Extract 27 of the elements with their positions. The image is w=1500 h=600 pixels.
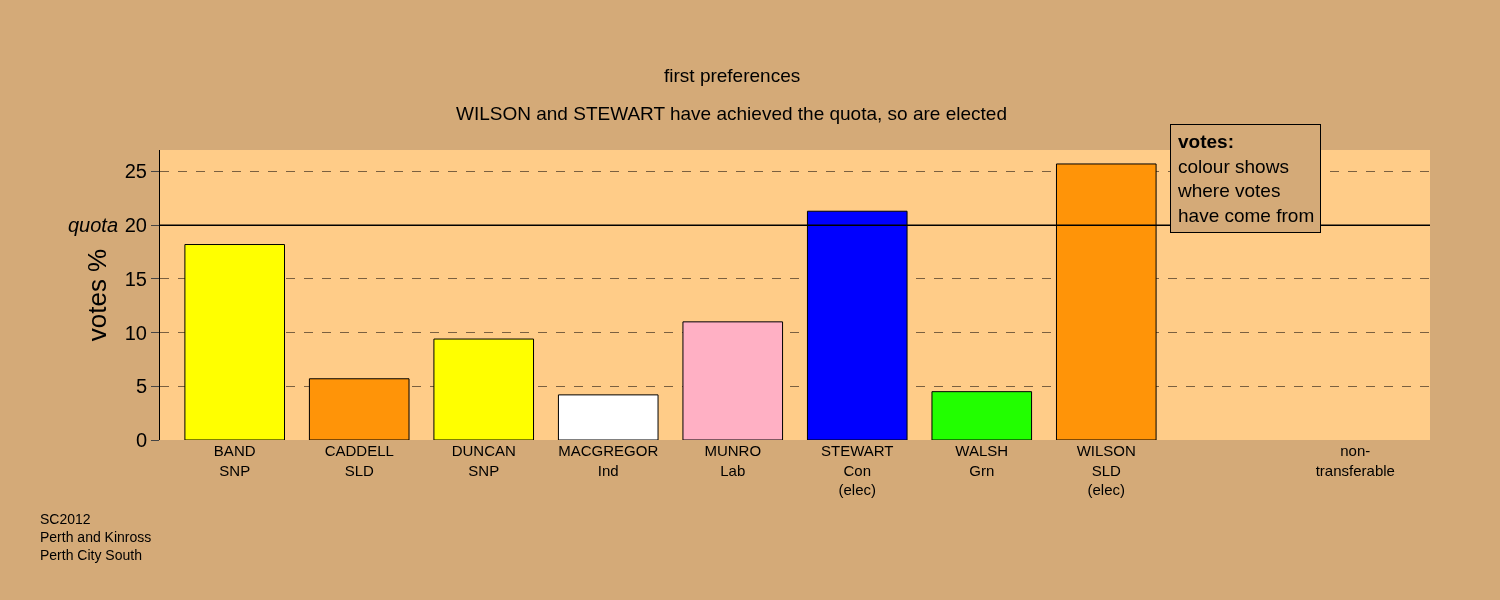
bar bbox=[184, 244, 286, 440]
chart-subtitle: WILSON and STEWART have achieved the quota, so are elected bbox=[456, 103, 1007, 124]
y-tick-label: 5 bbox=[135, 375, 147, 398]
x-tick-label: DUNCAN SNP bbox=[451, 442, 516, 479]
annotation: votes: colour shows where votes have come from bbox=[1177, 131, 1315, 227]
bar bbox=[308, 378, 410, 440]
y-tick-label: 15 bbox=[124, 267, 147, 290]
bar bbox=[682, 321, 784, 440]
y-tick-label: 25 bbox=[124, 160, 147, 183]
y-tick-label: 20 bbox=[124, 214, 147, 237]
x-tick-label: STEWART Con (elec) bbox=[820, 442, 894, 498]
y-tick-label: 10 bbox=[124, 321, 147, 344]
x-tick-label: non- transferable bbox=[1315, 442, 1395, 479]
x-tick-label: CADDELL SLD bbox=[324, 442, 394, 479]
y-tick-label: 0 bbox=[135, 429, 147, 451]
x-tick-label: BAND SNP bbox=[213, 442, 256, 479]
x-tick-label: MACGREGOR Ind bbox=[558, 442, 659, 479]
x-tick-label: WILSON SLD (elec) bbox=[1076, 442, 1136, 498]
bar bbox=[931, 391, 1033, 440]
text: SC2012 Perth and Kinross Perth City South bbox=[40, 511, 152, 564]
chart-title: first preferences bbox=[664, 65, 801, 86]
ref-line-label: quota bbox=[68, 214, 119, 236]
x-tick-label: WALSH Grn bbox=[955, 442, 1009, 479]
y-axis-title: votes % bbox=[82, 248, 113, 342]
bar bbox=[433, 338, 535, 440]
x-tick-label: MUNRO Lab bbox=[704, 442, 762, 479]
bar bbox=[557, 394, 659, 440]
